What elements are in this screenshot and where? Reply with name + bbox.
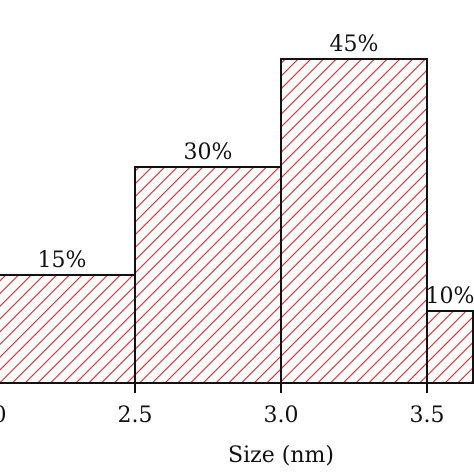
- x-axis-title: Size (nm): [228, 443, 334, 468]
- histogram-bar: [0, 274, 136, 384]
- bar-value-label: 30%: [184, 140, 233, 165]
- x-ticks: 2.02.53.03.54.: [0, 383, 445, 428]
- bar-value-label: 15%: [38, 248, 87, 273]
- bars-layer: 15% 30% 45% 10%: [0, 32, 474, 384]
- bar-value-label: 10%: [426, 284, 474, 309]
- x-tick-label: 2.5: [118, 403, 153, 428]
- x-tick-label: 3.0: [264, 403, 299, 428]
- histogram-bar: [426, 310, 474, 384]
- x-tick-label: 2.0: [0, 403, 7, 428]
- histogram-bar: [134, 166, 282, 384]
- histogram-bar: [280, 58, 428, 384]
- x-tick-label: 3.5: [410, 403, 445, 428]
- bar-value-label: 45%: [330, 32, 379, 57]
